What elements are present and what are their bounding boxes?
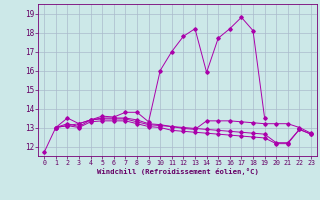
X-axis label: Windchill (Refroidissement éolien,°C): Windchill (Refroidissement éolien,°C) (97, 168, 259, 175)
